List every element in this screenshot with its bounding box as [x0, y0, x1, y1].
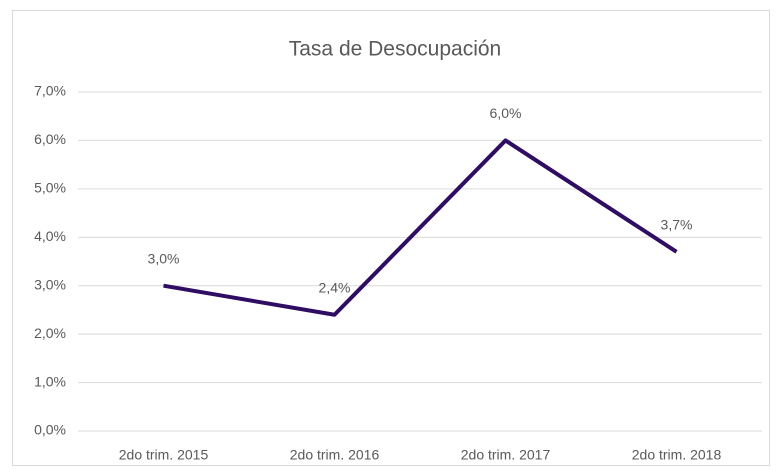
- chart-title: Tasa de Desocupación: [289, 38, 501, 61]
- y-tick-label: 6,0%: [34, 131, 66, 147]
- y-tick-label: 5,0%: [34, 180, 66, 196]
- line-series: [163, 138, 678, 317]
- x-tick-label: 2do trim. 2018: [632, 447, 722, 463]
- y-tick-label: 3,0%: [34, 276, 66, 292]
- data-label: 3,7%: [661, 217, 693, 233]
- y-tick-label: 0,0%: [34, 422, 66, 438]
- data-label: 2,4%: [319, 279, 351, 295]
- x-tick-label: 2do trim. 2017: [461, 447, 551, 463]
- x-tick-label: 2do trim. 2015: [119, 447, 209, 463]
- y-tick-label: 4,0%: [34, 228, 66, 244]
- y-tick-label: 2,0%: [34, 325, 66, 341]
- data-label: 6,0%: [490, 105, 522, 121]
- y-tick-label: 7,0%: [34, 83, 66, 99]
- chart-border: [12, 10, 770, 466]
- data-label: 3,0%: [148, 250, 180, 266]
- y-tick-label: 1,0%: [34, 373, 66, 389]
- x-tick-label: 2do trim. 2016: [290, 447, 380, 463]
